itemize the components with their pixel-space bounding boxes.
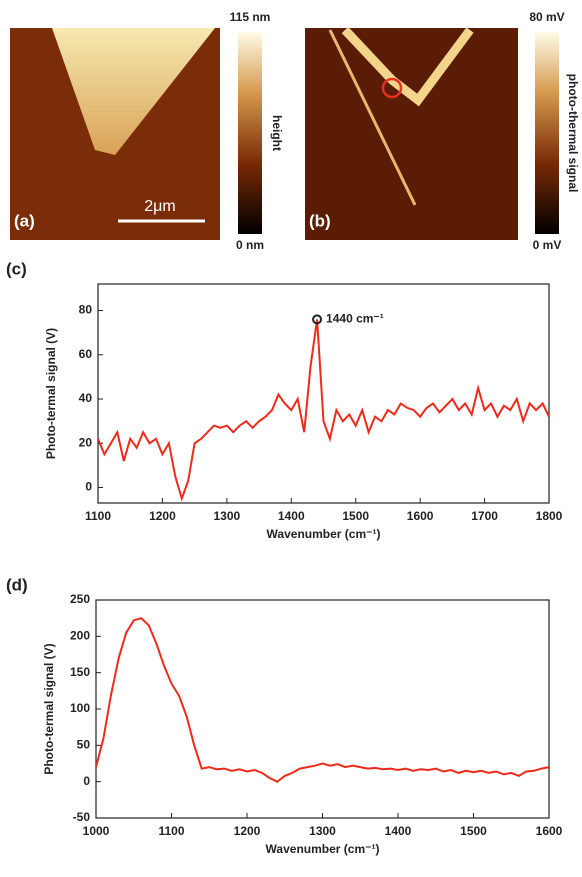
colorbar-min: 0 mV — [533, 238, 562, 252]
x-tick-label: 1700 — [471, 509, 498, 523]
x-axis-label: Wavenumber (cm⁻¹) — [266, 842, 380, 856]
y-tick-label: 60 — [79, 347, 93, 361]
probe-marker — [381, 77, 403, 99]
x-tick-label: 1200 — [234, 824, 261, 838]
afm-triangle — [52, 28, 215, 155]
x-tick-label: 1600 — [407, 509, 434, 523]
x-tick-label: 1300 — [309, 824, 336, 838]
y-tick-label: -50 — [73, 810, 91, 824]
plot-frame — [95, 599, 550, 819]
data-line — [98, 319, 549, 502]
plot-frame — [97, 283, 550, 504]
x-tick-label: 1200 — [149, 509, 176, 523]
signal-edge — [341, 26, 474, 107]
colorbar-title: photo-thermal signal — [566, 74, 580, 193]
y-tick-label: 20 — [79, 435, 93, 449]
x-tick-label: 1100 — [85, 509, 111, 523]
colorbar-max: 115 nm — [230, 10, 271, 24]
x-tick-label: 1500 — [342, 509, 369, 523]
peak-marker — [312, 314, 323, 325]
x-tick-label: 1300 — [214, 509, 241, 523]
panel-label: (b) — [309, 211, 331, 230]
signal-edge — [328, 29, 417, 206]
y-tick-label: 150 — [70, 665, 90, 679]
y-tick-label: 250 — [70, 592, 90, 606]
x-axis-label: Wavenumber (cm⁻¹) — [267, 527, 381, 541]
x-tick-label: 1000 — [83, 824, 110, 838]
panel-label: (d) — [6, 575, 28, 594]
colorbar-min: 0 nm — [236, 238, 264, 252]
scale-bar-label: 2μm — [144, 198, 175, 215]
data-line — [96, 617, 549, 783]
colorbar — [238, 32, 262, 234]
colorbar-title: height — [270, 115, 284, 151]
x-tick-label: 1600 — [536, 824, 563, 838]
panel-label: (c) — [6, 259, 27, 278]
x-tick-label: 1800 — [536, 509, 563, 523]
annotation: 1440 cm⁻¹ — [326, 312, 384, 326]
y-tick-label: 200 — [70, 629, 90, 643]
colorbar-max: 80 mV — [529, 10, 564, 24]
signal-image — [305, 28, 518, 240]
colorbar — [535, 32, 559, 234]
x-tick-label: 1400 — [385, 824, 412, 838]
panel-label: (a) — [14, 211, 35, 230]
y-tick-label: 0 — [83, 774, 90, 788]
y-tick-label: 0 — [85, 480, 92, 494]
x-tick-label: 1500 — [460, 824, 487, 838]
x-tick-label: 1400 — [278, 509, 305, 523]
y-axis-label: Photo-termal signal (V) — [44, 328, 58, 459]
y-tick-label: 100 — [70, 701, 90, 715]
x-tick-label: 1100 — [158, 824, 184, 838]
y-tick-label: 80 — [79, 303, 93, 317]
y-tick-label: 40 — [79, 391, 93, 405]
y-tick-label: 50 — [77, 738, 91, 752]
y-axis-label: Photo-termal signal (V) — [42, 643, 56, 774]
